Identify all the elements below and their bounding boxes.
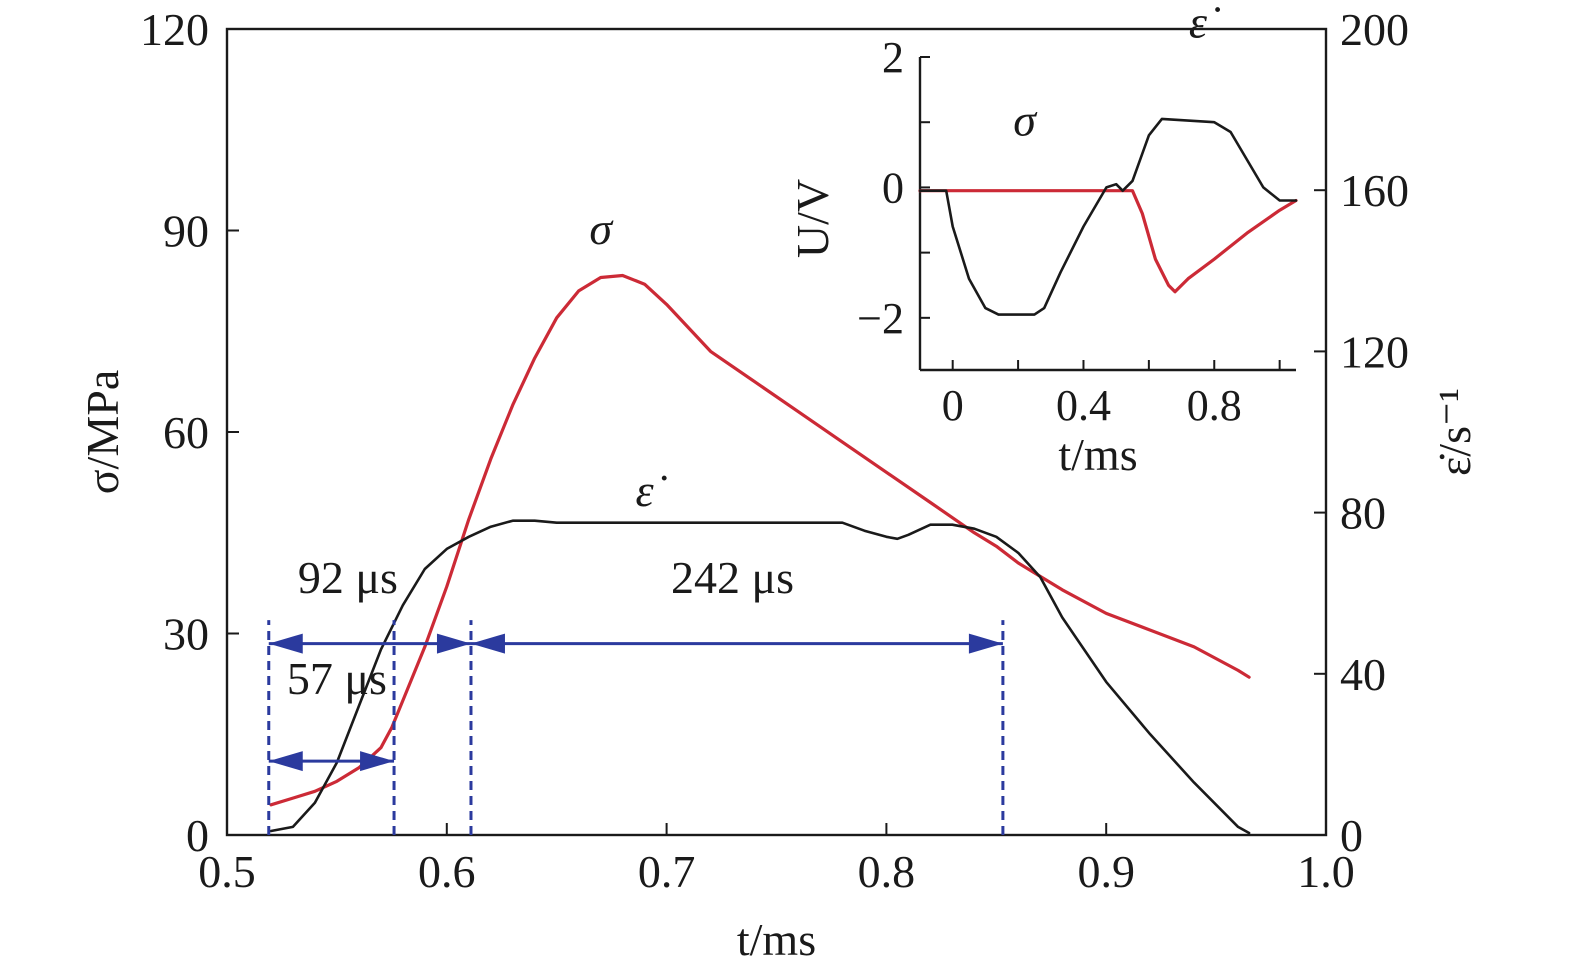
x-tick-label: 0.8 bbox=[858, 846, 916, 897]
y2-tick-label: 40 bbox=[1340, 649, 1386, 700]
annotation-label: 92 μs bbox=[298, 552, 398, 603]
inset-x-tick-label: 0 bbox=[942, 381, 964, 430]
inset-annotation-label: σ bbox=[1013, 94, 1038, 145]
y-tick-label: 120 bbox=[140, 4, 209, 55]
annotation-label: 242 μs bbox=[671, 552, 794, 603]
annotation-label: σ bbox=[589, 203, 614, 254]
annotation-label: 57 μs bbox=[287, 653, 387, 704]
inset-annotation-label: ε̇ bbox=[1189, 0, 1221, 47]
series-line-strain-rate bbox=[269, 519, 1251, 835]
interval-arrowhead bbox=[268, 751, 303, 772]
y-tick-label: 30 bbox=[163, 609, 209, 660]
interval-arrowhead bbox=[470, 633, 505, 654]
y2-tick-label: 0 bbox=[1340, 810, 1363, 861]
inset-y-tick-label: −2 bbox=[857, 294, 904, 343]
inset-x-tick-label: 0.8 bbox=[1187, 381, 1242, 430]
inset-x-axis-label: t/ms bbox=[1058, 429, 1137, 480]
x-tick-label: 0.7 bbox=[638, 846, 696, 897]
inset-y-tick-label: 0 bbox=[882, 163, 904, 212]
inset-series-line-sigma bbox=[918, 189, 1298, 294]
inset-y-axis-label: U/V bbox=[787, 179, 838, 258]
y-tick-label: 90 bbox=[163, 206, 209, 257]
x-axis-label: t/ms bbox=[737, 914, 816, 965]
interval-arrowhead bbox=[268, 633, 303, 654]
interval-arrowhead bbox=[360, 751, 395, 772]
series-line-sigma bbox=[269, 273, 1251, 807]
x-tick-label: 0.6 bbox=[418, 846, 476, 897]
y2-tick-label: 160 bbox=[1340, 165, 1409, 216]
x-tick-label: 0.5 bbox=[198, 846, 256, 897]
annotation-label: ε̇ bbox=[636, 465, 668, 516]
main-plot-frame bbox=[225, 27, 1328, 837]
y2-tick-label: 120 bbox=[1340, 326, 1409, 377]
y-axis-label: σ/MPa bbox=[77, 370, 128, 494]
y-tick-label: 0 bbox=[186, 810, 209, 861]
interval-arrowhead bbox=[968, 633, 1003, 654]
interval-arrowhead bbox=[436, 633, 471, 654]
inset-plot: 0 0.4 0.8 −2 0 2 t/ms U/V σ ε̇ bbox=[787, 0, 1298, 480]
y2-tick-label: 200 bbox=[1340, 4, 1409, 55]
y2-axis-label: ε̇/s⁻¹ bbox=[1429, 388, 1480, 476]
main-plot: 0.5 0.6 0.7 0.8 0.9 1.00306090120040801201602… bbox=[77, 4, 1480, 965]
x-tick-label: 0.9 bbox=[1077, 846, 1135, 897]
inset-x-tick-label: 0.4 bbox=[1056, 381, 1111, 430]
inset-series-line-strain-rate bbox=[918, 117, 1298, 316]
inset-y-tick-label: 2 bbox=[882, 33, 904, 82]
y-tick-label: 60 bbox=[163, 407, 209, 458]
x-tick-label: 1.0 bbox=[1297, 846, 1355, 897]
y2-tick-label: 80 bbox=[1340, 488, 1386, 539]
